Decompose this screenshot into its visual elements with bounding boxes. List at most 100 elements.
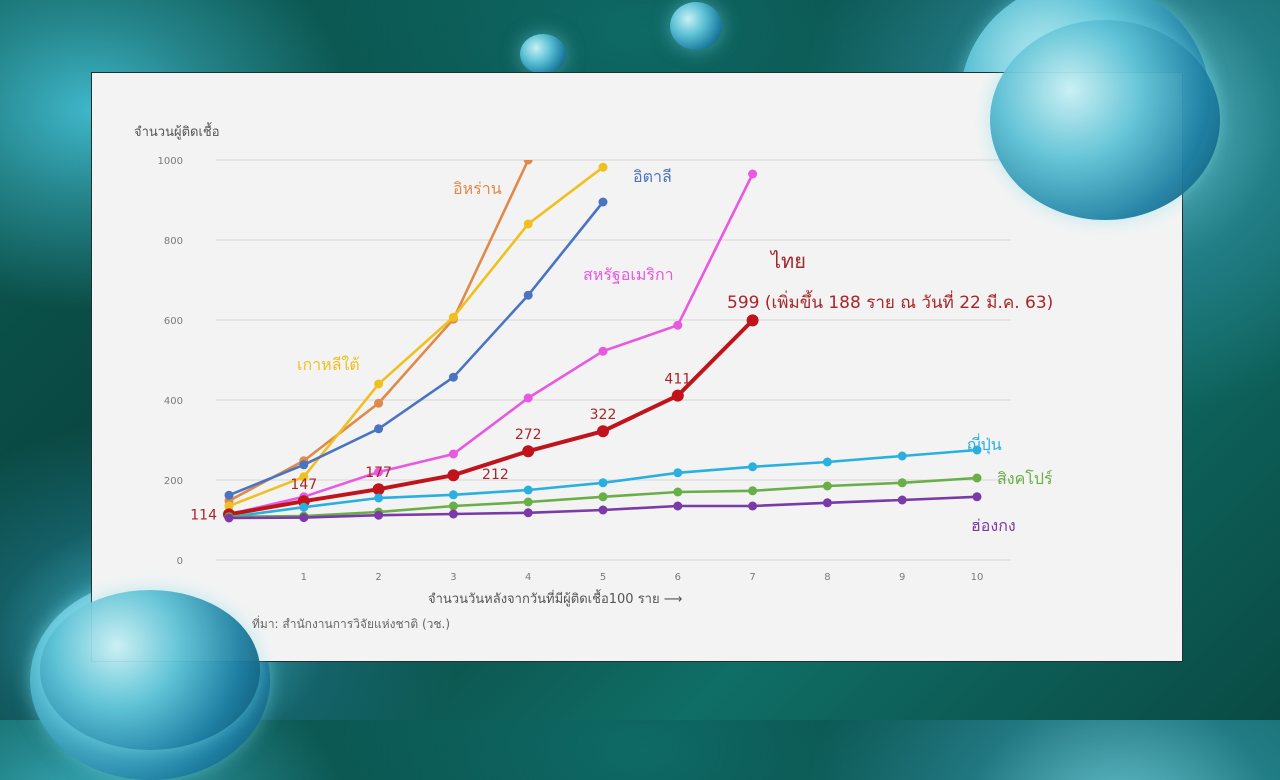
data-point xyxy=(523,497,533,507)
data-point xyxy=(374,424,384,434)
data-point xyxy=(448,501,458,511)
x-tick-label: 4 xyxy=(525,572,531,583)
data-label: 147 xyxy=(290,477,317,493)
data-point xyxy=(448,312,458,322)
data-point xyxy=(748,169,758,179)
x-tick-label: 2 xyxy=(375,572,381,583)
data-point xyxy=(374,493,384,503)
data-point xyxy=(597,425,609,438)
series-line xyxy=(228,166,604,508)
y-tick-label: 1000 xyxy=(158,156,183,167)
series-label: อิหร่าน xyxy=(453,179,502,198)
data-point xyxy=(374,510,384,520)
y-tick-label: 0 xyxy=(177,556,183,567)
data-point xyxy=(671,389,684,402)
series-label: อิตาลี xyxy=(633,167,672,186)
data-point xyxy=(523,393,533,403)
data-point xyxy=(822,481,832,491)
data-point xyxy=(972,473,982,483)
x-tick-label: 10 xyxy=(971,572,984,583)
series-label: เกาหลีใต้ xyxy=(297,355,360,374)
y-axis-title: จำนวนผู้ติดเชื้อ xyxy=(134,125,220,140)
data-point xyxy=(748,486,758,496)
series-line xyxy=(228,318,755,517)
x-tick-label: 1 xyxy=(301,572,307,583)
virus-overlay-right xyxy=(990,20,1220,220)
virus-overlay-left xyxy=(40,590,260,750)
data-point xyxy=(523,290,533,300)
data-point xyxy=(822,457,832,467)
x-tick-label: 6 xyxy=(675,572,681,583)
series-line xyxy=(228,173,754,516)
data-point xyxy=(299,502,309,512)
data-point xyxy=(523,485,533,495)
data-point xyxy=(598,197,608,207)
data-point xyxy=(673,468,683,478)
data-point xyxy=(897,495,907,505)
y-tick-label: 600 xyxy=(164,316,183,327)
series-line xyxy=(228,160,530,502)
data-point xyxy=(224,490,234,500)
data-point xyxy=(673,320,683,330)
x-tick-label: 7 xyxy=(749,572,755,583)
data-point xyxy=(746,314,759,327)
data-point xyxy=(897,478,907,488)
data-point xyxy=(448,509,458,519)
data-point xyxy=(822,498,832,508)
data-point xyxy=(447,469,460,482)
data-point xyxy=(224,513,234,523)
series-label: สหรัฐอเมริกา xyxy=(583,265,674,284)
data-point xyxy=(372,483,385,496)
series-label: สิงคโปร์ xyxy=(997,469,1053,488)
data-point xyxy=(972,445,982,455)
line-chart: 0 200 400 600 800 1000 1 2 3 4 5 6 7 8 9 10 อิหร่านเกาหล… xyxy=(158,156,1054,583)
data-point xyxy=(598,162,608,172)
data-point xyxy=(448,449,458,459)
y-tick-label: 400 xyxy=(164,396,183,407)
data-point xyxy=(598,505,608,515)
data-point xyxy=(299,513,309,523)
data-point xyxy=(897,451,907,461)
data-point xyxy=(522,445,535,458)
data-point xyxy=(523,508,533,518)
data-point xyxy=(673,487,683,497)
data-point xyxy=(972,492,982,502)
data-label: 322 xyxy=(590,407,617,423)
data-point xyxy=(748,501,758,511)
arrow-right-icon: ⟶ xyxy=(663,592,683,607)
data-label: 212 xyxy=(482,467,509,483)
x-tick-label: 8 xyxy=(824,572,830,583)
x-tick-label: 5 xyxy=(600,572,606,583)
data-label: 272 xyxy=(515,427,542,443)
y-tick-label: 800 xyxy=(164,236,183,247)
data-point xyxy=(224,501,234,511)
series-label: ญี่ปุ่น xyxy=(967,433,1002,455)
data-point xyxy=(374,467,384,477)
data-point xyxy=(673,501,683,511)
virus-illustration-small-top2 xyxy=(670,2,722,50)
data-point xyxy=(448,372,458,382)
data-point xyxy=(299,460,309,470)
data-point xyxy=(523,160,533,165)
data-point xyxy=(598,346,608,356)
series-line xyxy=(228,201,605,497)
data-point xyxy=(748,462,758,472)
source-note: ที่มา: สำนักงานการวิจัยแห่งชาติ (วช.) xyxy=(252,617,451,631)
thailand-label: ไทย xyxy=(769,249,806,273)
data-point xyxy=(374,398,384,408)
thailand-annotation: 599 (เพิ่มขึ้น 188 ราย ณ วันที่ 22 มี.ค.… xyxy=(727,290,1053,313)
data-label: 411 xyxy=(664,372,691,388)
data-point xyxy=(598,478,608,488)
x-tick-label: 3 xyxy=(450,572,456,583)
series-label: ฮ่องกง xyxy=(971,516,1016,535)
data-point xyxy=(523,219,533,229)
virus-illustration-small-top xyxy=(520,34,566,74)
data-point xyxy=(598,492,608,502)
data-point xyxy=(448,490,458,500)
y-tick-label: 200 xyxy=(164,476,183,487)
data-point xyxy=(299,472,309,482)
x-tick-label: 9 xyxy=(899,572,905,583)
data-point xyxy=(374,379,384,389)
data-label: 114 xyxy=(190,507,217,523)
data-label: 177 xyxy=(365,465,392,481)
